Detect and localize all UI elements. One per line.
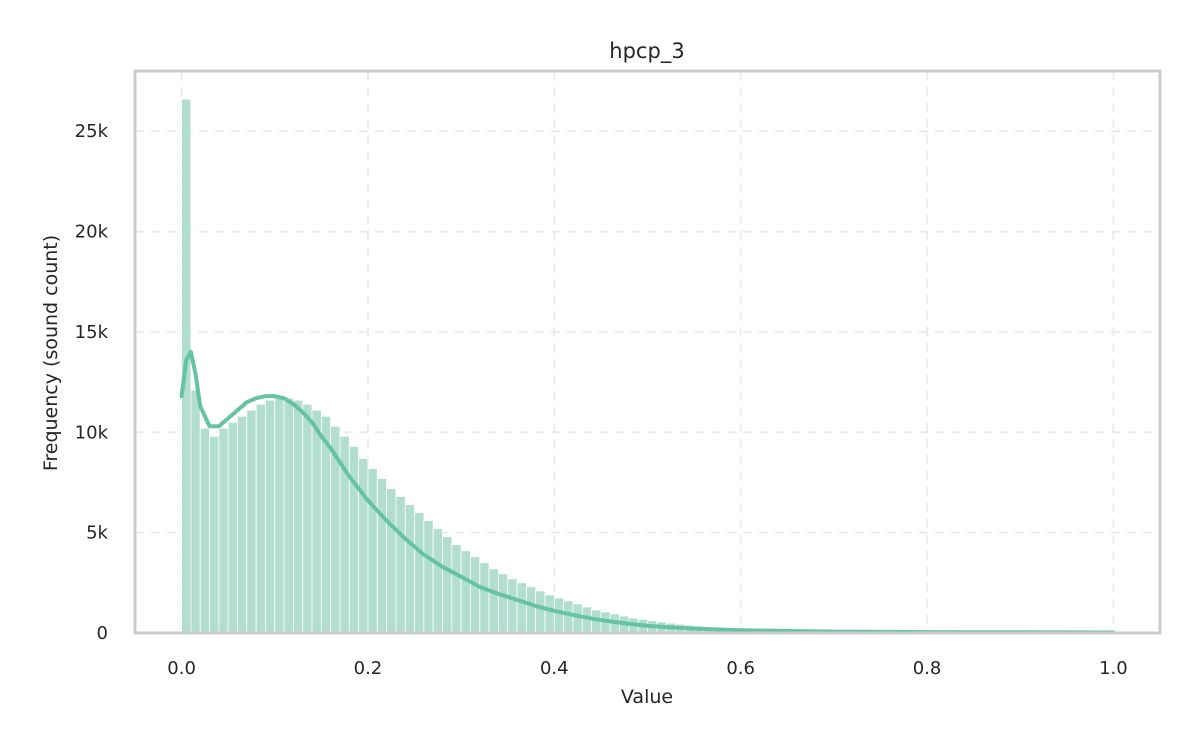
histogram-bar [535,590,546,634]
histogram-bar [190,389,201,634]
x-tick-label: 0.8 [913,658,942,679]
x-tick-label: 1.0 [1099,658,1128,679]
histogram-bar [302,403,313,634]
histogram-bar [516,582,527,634]
histogram-bar [451,544,462,634]
histogram-bar [553,597,565,634]
histogram-bar [423,520,434,634]
chart-title: hpcp_3 [609,39,684,64]
histogram-bar [311,409,322,634]
x-tick-label: 0.2 [354,658,383,679]
histogram-bar [507,578,518,634]
histogram-bar [498,573,509,634]
x-tick-label: 0.0 [167,658,196,679]
y-tick-label: 25k [75,121,109,142]
y-tick-label: 0 [97,623,108,644]
y-tick-label: 10k [75,422,109,443]
histogram-bar [563,600,574,634]
x-tick-labels: 0.0 0.2 0.4 0.6 0.8 1.0 [167,658,1127,679]
y-tick-label: 5k [86,523,108,544]
histogram-bar [488,568,499,634]
x-tick-label: 0.4 [540,658,569,679]
histogram-bar [432,528,443,634]
x-axis-label: Value [621,686,673,708]
histogram-bar [525,586,537,634]
histogram-bar [255,403,266,634]
y-tick-label: 15k [75,322,109,343]
histogram-bar [218,427,229,634]
y-tick-label: 20k [75,222,109,243]
histogram-bar [376,478,387,634]
histogram-bar [348,445,360,634]
histogram-bar [470,556,481,634]
histogram-bar [283,397,294,634]
histogram-bar [199,427,210,634]
histogram-bar [274,397,285,634]
histogram-bar [460,550,471,634]
y-axis-label: Frequency (sound count) [40,235,62,471]
histogram-bar [479,562,490,634]
histogram-bar [246,409,257,634]
histogram-bar [442,536,453,634]
histogram-bar [358,457,369,634]
histogram-bar [209,435,220,634]
x-tick-label: 0.6 [726,658,755,679]
histogram-bar [386,488,397,634]
histogram-bar [237,415,248,634]
histogram-bar [404,504,415,634]
histogram-bar [265,399,276,634]
histogram-bar [544,594,555,634]
plot-frame [133,69,1162,635]
histogram-bar [414,512,425,634]
histogram-bar [293,399,304,634]
histogram-bar [367,468,378,634]
histogram-bar [227,421,238,634]
histogram-bar [395,496,406,634]
kde-curve [179,350,1116,635]
y-tick-labels: 0 5k 10k 15k 20k 25k [75,121,109,644]
kde-curve-group [179,350,1116,635]
